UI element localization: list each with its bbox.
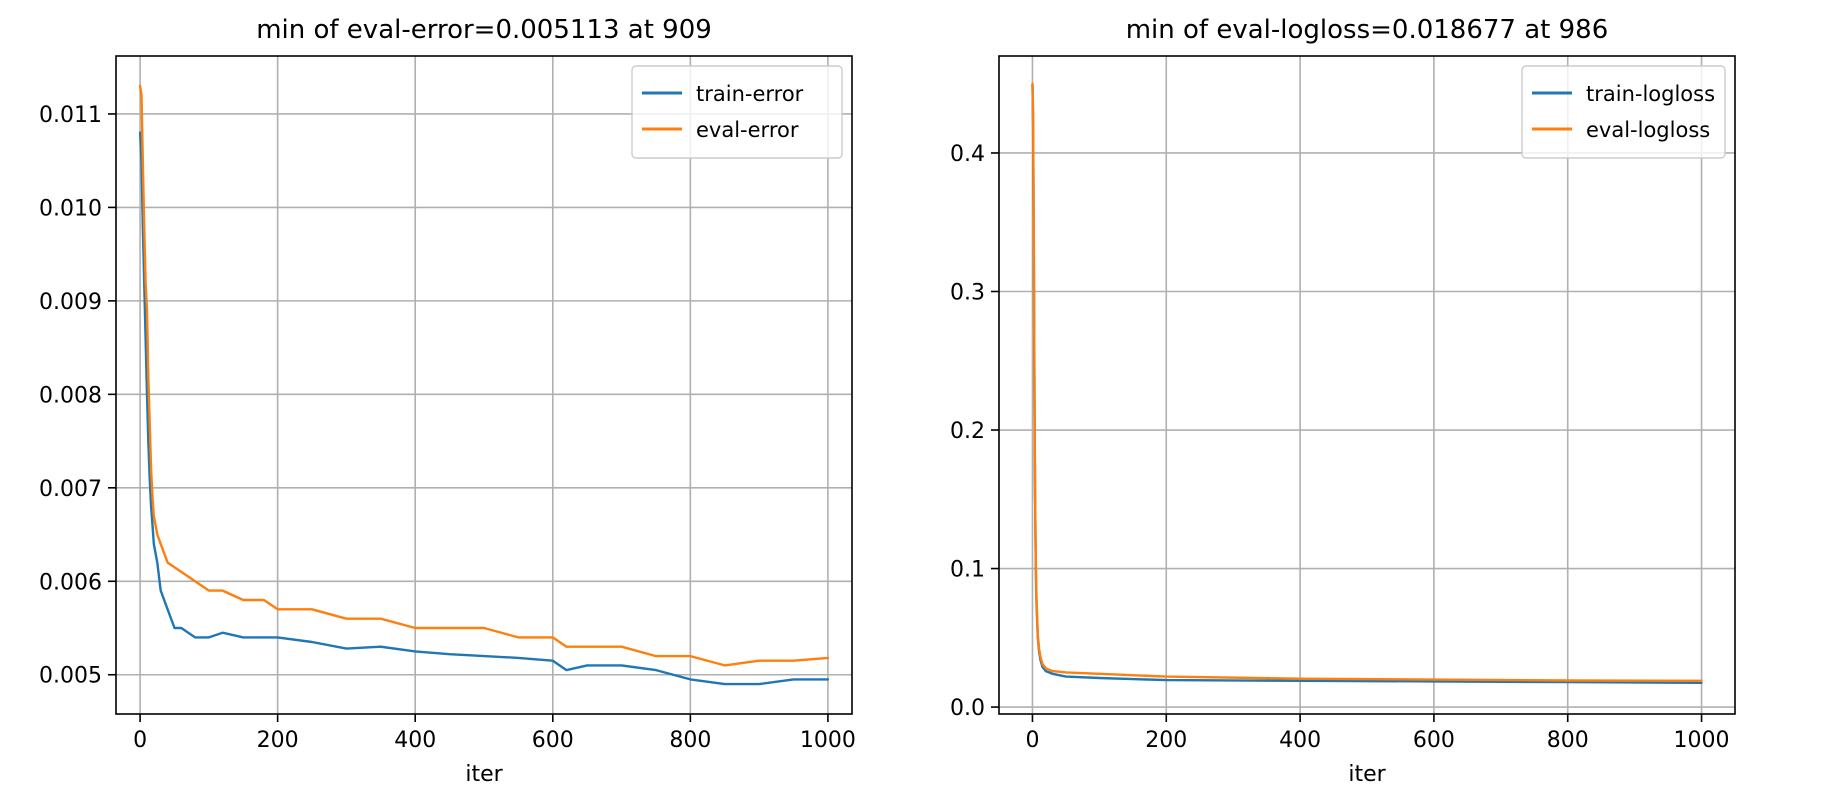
x-tick-label: 0 xyxy=(133,728,147,753)
y-tick-label: 0.010 xyxy=(39,196,102,221)
legend-label-train-error: train-error xyxy=(696,82,804,106)
y-tick-label: 0.4 xyxy=(950,142,985,167)
y-tick-label: 0.0 xyxy=(950,696,985,721)
chart-title: min of eval-logloss=0.018677 at 986 xyxy=(1126,15,1609,45)
legend-box xyxy=(631,65,843,159)
x-tick-label: 600 xyxy=(532,728,574,753)
x-axis-label: iter xyxy=(465,762,503,787)
x-tick-label: 200 xyxy=(257,728,299,753)
axes-frame xyxy=(115,55,853,715)
y-tick-label: 0.006 xyxy=(39,570,102,595)
eval-logloss-chart: 0 200 400 600 800 1000 0.0 0.1 0.2 0.3 0.4 min of e… xyxy=(950,15,1736,787)
x-tick-label: 800 xyxy=(1547,728,1589,753)
chart-title: min of eval-error=0.005113 at 909 xyxy=(256,15,712,45)
y-tick-label: 0.007 xyxy=(39,477,102,502)
legend-label-train-logloss: train-logloss xyxy=(1586,82,1715,106)
legend-box xyxy=(1521,65,1726,159)
series-line-train-error xyxy=(138,131,830,686)
series-line-eval-logloss xyxy=(1031,82,1703,682)
x-tick-label: 1000 xyxy=(800,728,856,753)
legend-label-eval-error: eval-error xyxy=(696,118,799,142)
y-tick-label: 0.2 xyxy=(950,419,985,444)
eval-error-chart: 0 200 400 600 800 1000 0.005 0.006 0.007 0.008 0.0… xyxy=(39,15,856,787)
y-tick-label: 0.3 xyxy=(950,280,985,305)
axes-frame xyxy=(998,55,1736,715)
x-axis-label: iter xyxy=(1348,762,1386,787)
x-tick-label: 0 xyxy=(1025,728,1039,753)
y-tick-label: 0.008 xyxy=(39,383,102,408)
x-tick-label: 400 xyxy=(394,728,436,753)
legend: train-logloss eval-logloss xyxy=(1521,65,1726,159)
y-tick-label: 0.1 xyxy=(950,558,985,583)
legend-label-eval-logloss: eval-logloss xyxy=(1586,118,1710,142)
x-tick-label: 200 xyxy=(1145,728,1187,753)
series-line-eval-error xyxy=(138,84,830,667)
x-tick-label: 800 xyxy=(669,728,711,753)
series-line-train-logloss xyxy=(1031,83,1703,684)
y-tick-label: 0.011 xyxy=(39,103,102,128)
y-tick-label: 0.009 xyxy=(39,290,102,315)
x-tick-label: 400 xyxy=(1279,728,1321,753)
x-tick-label: 1000 xyxy=(1674,728,1730,753)
x-tick-label: 600 xyxy=(1413,728,1455,753)
y-tick-label: 0.005 xyxy=(39,664,102,689)
legend: train-error eval-error xyxy=(631,65,843,159)
